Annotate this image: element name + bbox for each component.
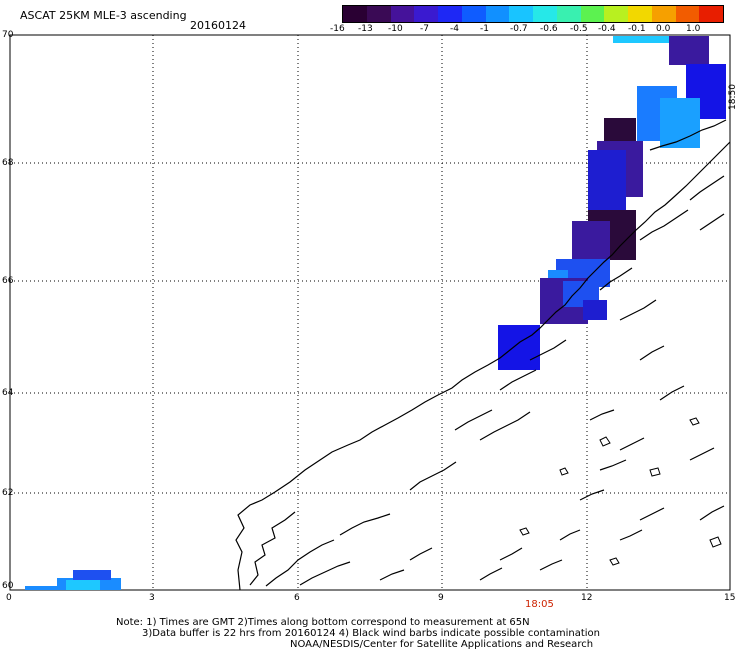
x-tick-label: 3 xyxy=(149,593,155,603)
colorbar-label: -1 xyxy=(480,24,489,34)
y-tick-label: 62 xyxy=(2,488,14,498)
lakes xyxy=(519,417,722,566)
colorbar-swatch xyxy=(604,6,628,22)
colorbar-label: -4 xyxy=(450,24,459,34)
colorbar-label: -0.5 xyxy=(570,24,588,34)
y-tick-label: 70 xyxy=(2,30,14,40)
colorbar-label: -10 xyxy=(388,24,403,34)
x-tick-label: 6 xyxy=(294,593,300,603)
wind-swath xyxy=(25,36,726,590)
colorbar-swatch xyxy=(485,6,510,22)
colorbar-label: -0.4 xyxy=(598,24,616,34)
colorbar-label: 1.0 xyxy=(686,24,701,34)
y-tick-label: 68 xyxy=(2,158,14,168)
colorbar-swatch xyxy=(438,6,462,22)
colorbar-swatch xyxy=(414,6,438,22)
swath-cell xyxy=(498,325,540,370)
note-line-3: NOAA/NESDIS/Center for Satellite Applica… xyxy=(290,639,594,650)
plot-frame xyxy=(9,34,731,591)
swath-cell xyxy=(613,36,709,43)
coastline xyxy=(235,119,731,591)
colorbar-swatch xyxy=(580,6,605,22)
right-time-label: 18:50 xyxy=(728,84,738,110)
time-label: 18:05 xyxy=(525,599,554,610)
colorbar-swatch xyxy=(628,6,652,22)
note-line-1: Note: 1) Times are GMT 2)Times along bot… xyxy=(116,617,530,628)
map-date: 20160124 xyxy=(190,19,246,32)
colorbar-swatch xyxy=(509,6,533,22)
y-tick-label: 66 xyxy=(2,276,14,286)
x-tick-label: 0 xyxy=(6,593,12,603)
colorbar-swatch xyxy=(390,6,415,22)
colorbar xyxy=(342,5,724,23)
swath-cell xyxy=(583,300,607,320)
colorbar-swatch xyxy=(533,6,557,22)
swath-cell xyxy=(588,150,626,212)
colorbar-label: -0.6 xyxy=(540,24,558,34)
colorbar-label: 0.0 xyxy=(656,24,671,34)
swath-cell xyxy=(73,570,111,580)
map-title: ASCAT 25KM MLE-3 ascending xyxy=(20,9,187,22)
swath-cell xyxy=(66,580,100,590)
colorbar-labels: -16 -13 -10 -7 -4 -1 -0.7 -0.6 -0.5 -0.4 -0.1 0.0 1.… xyxy=(330,24,740,36)
colorbar-swatch xyxy=(675,6,700,22)
colorbar-label: -0.7 xyxy=(510,24,528,34)
colorbar-swatch xyxy=(343,6,367,22)
y-tick-label: 60 xyxy=(2,581,14,591)
x-tick-label: 15 xyxy=(724,593,736,603)
colorbar-swatch xyxy=(556,6,581,22)
x-tick-label: 12 xyxy=(581,593,593,603)
colorbar-swatch xyxy=(461,6,486,22)
swath-cell xyxy=(604,118,636,142)
colorbar-swatch xyxy=(699,6,723,22)
swath-cell xyxy=(25,586,63,590)
x-tick-label: 9 xyxy=(438,593,444,603)
colorbar-swatch xyxy=(366,6,391,22)
y-tick-label: 64 xyxy=(2,388,14,398)
note-line-2: 3)Data buffer is 22 hrs from 20160124 4)… xyxy=(142,628,600,639)
swath-cell xyxy=(572,221,610,263)
colorbar-label: -16 xyxy=(330,24,345,34)
colorbar-swatch xyxy=(651,6,676,22)
colorbar-label: -13 xyxy=(358,24,373,34)
swath-cell xyxy=(669,36,709,65)
colorbar-label: -0.1 xyxy=(628,24,646,34)
colorbar-label: -7 xyxy=(420,24,429,34)
